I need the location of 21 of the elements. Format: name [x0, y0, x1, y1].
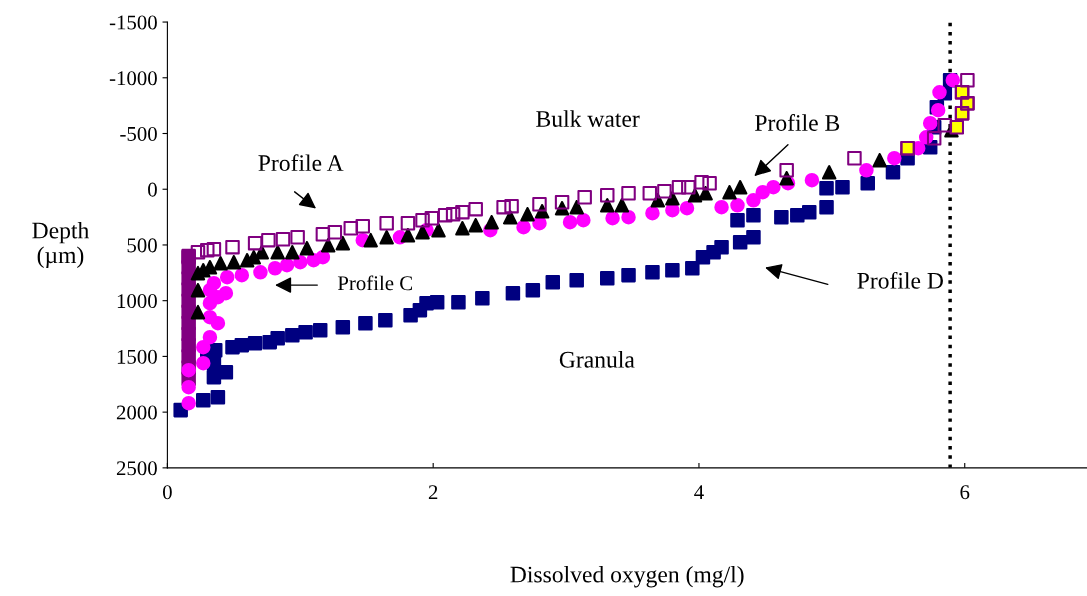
- y-axis-title: Depth (µm): [32, 221, 89, 269]
- y-tick-label: -500: [120, 126, 157, 141]
- y-tick-label: -1000: [109, 71, 157, 86]
- annotation: Profile B: [755, 114, 840, 131]
- x-tick-label: 2: [428, 485, 438, 499]
- x-axis-title: Dissolved oxygen (mg/l): [510, 565, 744, 588]
- annotation: Granula: [559, 351, 635, 368]
- y-tick-label: 500: [127, 238, 157, 253]
- annotation: Profile A: [258, 154, 344, 172]
- y-tick-label: -1500: [109, 15, 157, 30]
- x-tick-label: 0: [162, 485, 172, 500]
- x-tick-label: 4: [694, 485, 704, 499]
- y-tick-label: 1500: [117, 349, 157, 364]
- y-tick-label: 0: [148, 182, 157, 197]
- y-tick-label: 2000: [116, 405, 157, 420]
- annotation: Profile C: [337, 275, 412, 291]
- annotation: Profile D: [857, 271, 943, 289]
- x-tick-label: 6: [960, 485, 970, 500]
- y-tick-label: 1000: [117, 294, 157, 309]
- annotation: Bulk water: [536, 110, 640, 127]
- y-tick-label: 2500: [116, 461, 157, 476]
